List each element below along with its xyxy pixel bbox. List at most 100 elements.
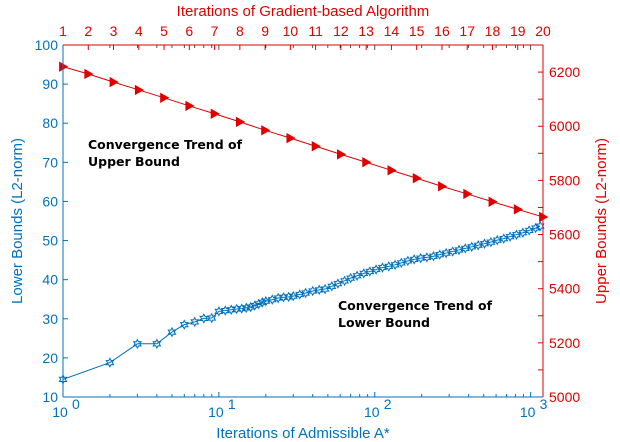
top-tick-label: 15: [409, 23, 425, 39]
lower-bound-point: [207, 312, 217, 324]
lower-bound-point: [257, 297, 267, 308]
bottom-tick-exponent: 1: [228, 396, 236, 412]
top-tick-label: 9: [261, 23, 269, 39]
top-tick-label: 13: [358, 23, 374, 39]
upper-bound-point: [235, 116, 246, 128]
left-tick-label: 40: [42, 272, 58, 288]
lower-bound-annotation-line-1: Convergence Trend of: [338, 298, 493, 313]
lower-bound-point: [179, 319, 189, 330]
right-tick-label: 5800: [549, 172, 580, 188]
lower-bound-point: [246, 301, 256, 313]
top-tick-label: 7: [211, 23, 219, 39]
upper-bound-point: [286, 132, 296, 144]
lower-bound-point: [241, 302, 251, 314]
right-tick-label: 6200: [549, 64, 580, 80]
lower-bound-point: [301, 287, 311, 299]
bottom-tick-exponent: 3: [540, 396, 548, 412]
lower-bound-point: [531, 222, 541, 234]
left-axis-ticks: 10 20 30 40 50 60 70 80 90 100: [35, 37, 68, 405]
bottom-tick-label: 10: [364, 404, 380, 420]
top-tick-label: 18: [485, 23, 501, 39]
upper-bound-point: [160, 92, 170, 103]
lower-bound-annotation-line-2: Lower Bound: [338, 315, 430, 330]
bottom-tick-label: 10: [52, 404, 68, 420]
upper-bound-point: [438, 181, 448, 192]
y-right-axis-label: Upper Bounds (L2-norm): [593, 138, 610, 304]
lower-bound-point: [273, 292, 283, 304]
top-tick-label: 4: [135, 23, 143, 39]
right-tick-label: 5200: [549, 335, 580, 351]
upper-bound-point: [134, 84, 145, 96]
bottom-tick-label: 10: [520, 404, 536, 420]
left-tick-label: 10: [42, 389, 58, 405]
right-tick-label: 5000: [549, 389, 580, 405]
right-tick-label: 5600: [549, 227, 580, 243]
left-tick-label: 20: [42, 350, 58, 366]
left-tick-label: 70: [42, 154, 58, 170]
right-tick-label: 6000: [549, 118, 580, 134]
top-tick-label: 10: [283, 23, 299, 39]
upper-bound-point: [210, 108, 220, 119]
lower-bound-point: [237, 303, 247, 314]
top-tick-label: 11: [308, 23, 323, 39]
top-tick-label: 17: [459, 23, 475, 39]
axis-lines: [62, 44, 544, 398]
top-axis-ticks: 1 2 3 4 5 6 7 8 9 10 11 12 13 14 15 16 17 18 19 20: [59, 23, 551, 50]
lower-bound-series: [58, 220, 545, 385]
left-tick-label: 90: [42, 76, 58, 92]
lower-bound-point: [167, 326, 177, 338]
left-tick-label: 80: [42, 115, 58, 131]
x-bottom-axis-label: Iterations of Admissible A*: [216, 425, 390, 442]
lower-bound-point: [535, 220, 545, 232]
right-axis-ticks: 5000 5200 5400 5600 5800 6000 6200: [538, 44, 580, 405]
top-tick-label: 5: [160, 23, 168, 39]
lower-bound-point: [314, 284, 324, 296]
lower-bound-point: [226, 304, 236, 316]
upper-bound-point: [463, 188, 473, 200]
left-tick-label: 50: [42, 233, 58, 249]
top-tick-label: 2: [84, 23, 92, 39]
lower-bound-point: [254, 298, 264, 310]
upper-bound-point: [336, 149, 347, 160]
top-tick-label: 14: [384, 23, 400, 39]
top-tick-label: 3: [110, 23, 118, 39]
upper-bound-point: [261, 125, 271, 136]
upper-bound-point: [109, 76, 119, 88]
plot-background: [63, 45, 543, 397]
bottom-tick-exponent: 0: [72, 396, 80, 412]
lower-bound-point: [152, 338, 162, 350]
upper-bound-point: [387, 165, 397, 176]
bottom-tick-label: 10: [208, 404, 224, 420]
top-tick-label: 8: [236, 23, 244, 39]
top-tick-label: 6: [185, 23, 193, 39]
lower-bound-point: [199, 313, 209, 324]
left-tick-label: 100: [35, 37, 59, 53]
upper-bound-point: [412, 173, 423, 184]
left-tick-label: 60: [42, 193, 58, 209]
upper-bound-annotation-line-1: Convergence Trend of: [88, 137, 243, 152]
lower-bound-point: [105, 357, 115, 368]
lower-bound-point: [132, 338, 142, 350]
lower-bound-point: [190, 316, 200, 328]
top-tick-label: 19: [510, 23, 526, 39]
upper-bound-annotation-line-2: Upper Bound: [88, 154, 180, 169]
upper-bound-line: [62, 66, 544, 218]
bottom-tick-exponent: 2: [384, 396, 392, 412]
left-tick-label: 30: [42, 311, 58, 327]
top-tick-label: 20: [535, 23, 551, 39]
lower-bound-point: [284, 291, 294, 303]
lower-bound-point: [220, 305, 230, 316]
upper-bound-point: [513, 204, 524, 215]
y-left-axis-label: Lower Bounds (L2-norm): [9, 138, 26, 304]
top-tick-label: 12: [333, 23, 349, 39]
top-tick-label: 1: [59, 23, 67, 39]
upper-bound-point: [488, 196, 498, 207]
upper-bound-point: [311, 141, 321, 152]
upper-bound-point: [362, 157, 372, 168]
top-tick-label: 16: [434, 23, 450, 39]
lower-bound-point: [250, 300, 260, 311]
x-top-axis-label: Iterations of Gradient-based Algorithm: [177, 3, 430, 20]
upper-bound-point: [185, 100, 195, 112]
right-tick-label: 5400: [549, 281, 580, 297]
